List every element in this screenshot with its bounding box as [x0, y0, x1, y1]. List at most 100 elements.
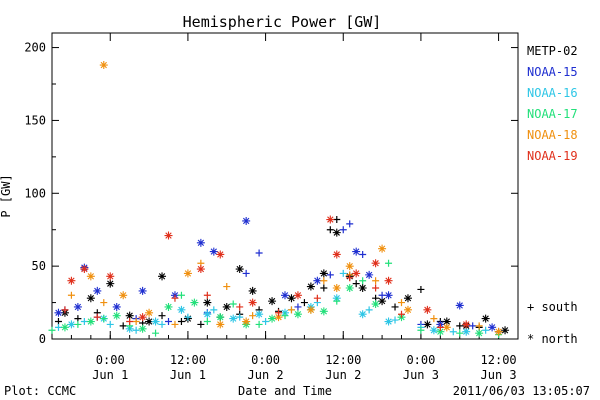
north-point [313, 276, 322, 285]
south-point [249, 312, 257, 320]
south-point [385, 259, 393, 267]
south-point [359, 250, 367, 258]
north-point [281, 291, 289, 300]
north-point [501, 326, 510, 335]
legend: METP-02 NOAA-15 NOAA-16 NOAA-17 NOAA-18 NOAA-… [527, 44, 578, 163]
legend-entry: NOAA-17 [527, 107, 578, 121]
south-point [430, 315, 438, 323]
south-point [171, 294, 179, 302]
south-point [54, 323, 62, 331]
south-point [333, 297, 341, 305]
north-point [112, 302, 121, 311]
north-point [67, 276, 76, 285]
north-point [371, 300, 380, 309]
south-point [287, 306, 295, 314]
north-point [80, 265, 89, 274]
south-point [398, 299, 405, 307]
south-point [346, 220, 354, 228]
south-point [417, 326, 425, 334]
south-point [339, 226, 347, 234]
north-point [306, 305, 315, 314]
south-point [203, 291, 211, 299]
south-point [210, 306, 218, 314]
south-point [275, 309, 283, 317]
north-point [222, 302, 231, 311]
south-point [359, 277, 367, 285]
north-point [112, 311, 121, 320]
south-point [391, 303, 399, 311]
north-point [462, 320, 471, 329]
north-point [378, 244, 387, 253]
south-point [177, 318, 185, 326]
south-point [456, 322, 464, 330]
north-point [423, 305, 432, 314]
north-point [164, 302, 173, 311]
north-point [352, 247, 361, 256]
south-point [93, 313, 101, 321]
south-point [48, 326, 56, 334]
south-point [391, 316, 399, 324]
south-point [171, 320, 179, 328]
south-point [372, 284, 380, 292]
south-point [378, 291, 386, 299]
north-point [384, 291, 393, 300]
x-axis-label: Date and Time [238, 384, 332, 398]
south-point [158, 320, 166, 328]
y-tick-label: 100 [24, 186, 46, 200]
north-point [293, 291, 302, 300]
south-point [152, 329, 160, 337]
north-point [54, 308, 63, 317]
north-point [488, 323, 497, 332]
north-point [145, 317, 154, 326]
south-point [339, 269, 347, 277]
south-point [74, 320, 82, 328]
south-point [132, 318, 140, 326]
south-point [326, 271, 334, 279]
north-point [429, 326, 438, 335]
x-tick-time-label: 12:00 [481, 353, 517, 367]
south-point [197, 320, 205, 328]
timestamp: 2011/06/03 13:05:07 [453, 384, 590, 398]
marker-legend: + south * north [527, 300, 578, 346]
north-point [481, 314, 490, 323]
x-tick-date-label: Jun 3 [403, 368, 439, 382]
data-points [48, 61, 510, 339]
north-point [248, 298, 257, 307]
north-point [319, 269, 328, 278]
north-point [216, 313, 225, 322]
north-point [268, 314, 277, 323]
north-point [183, 269, 192, 278]
south-point [236, 303, 244, 311]
north-point [332, 250, 341, 259]
south-point [482, 326, 490, 334]
x-tick-time-label: 0:00 [251, 353, 280, 367]
north-point [494, 327, 503, 336]
south-point [300, 299, 308, 307]
south-point [184, 313, 192, 321]
north-point [73, 302, 82, 311]
chart-title: Hemispheric Power [GW] [183, 13, 382, 31]
north-point [293, 310, 302, 319]
south-point [449, 328, 457, 336]
north-point [164, 231, 173, 240]
north-point [403, 305, 412, 314]
north-point [86, 294, 95, 303]
south-point [398, 310, 405, 318]
north-point [378, 297, 387, 306]
north-point [190, 298, 199, 307]
north-point [332, 284, 341, 292]
south-point [126, 318, 134, 326]
south-point [61, 306, 69, 314]
x-tick-time-label: 12:00 [325, 353, 361, 367]
south-point [223, 283, 231, 291]
south-point [100, 315, 108, 323]
south-point [100, 299, 108, 307]
x-tick-date-label: Jun 1 [92, 368, 128, 382]
south-point [456, 329, 464, 337]
north-point [242, 216, 251, 225]
north-point [358, 284, 367, 292]
south-point [262, 318, 270, 326]
north-point [203, 298, 212, 307]
north-point [93, 286, 102, 295]
north-point [306, 282, 315, 291]
